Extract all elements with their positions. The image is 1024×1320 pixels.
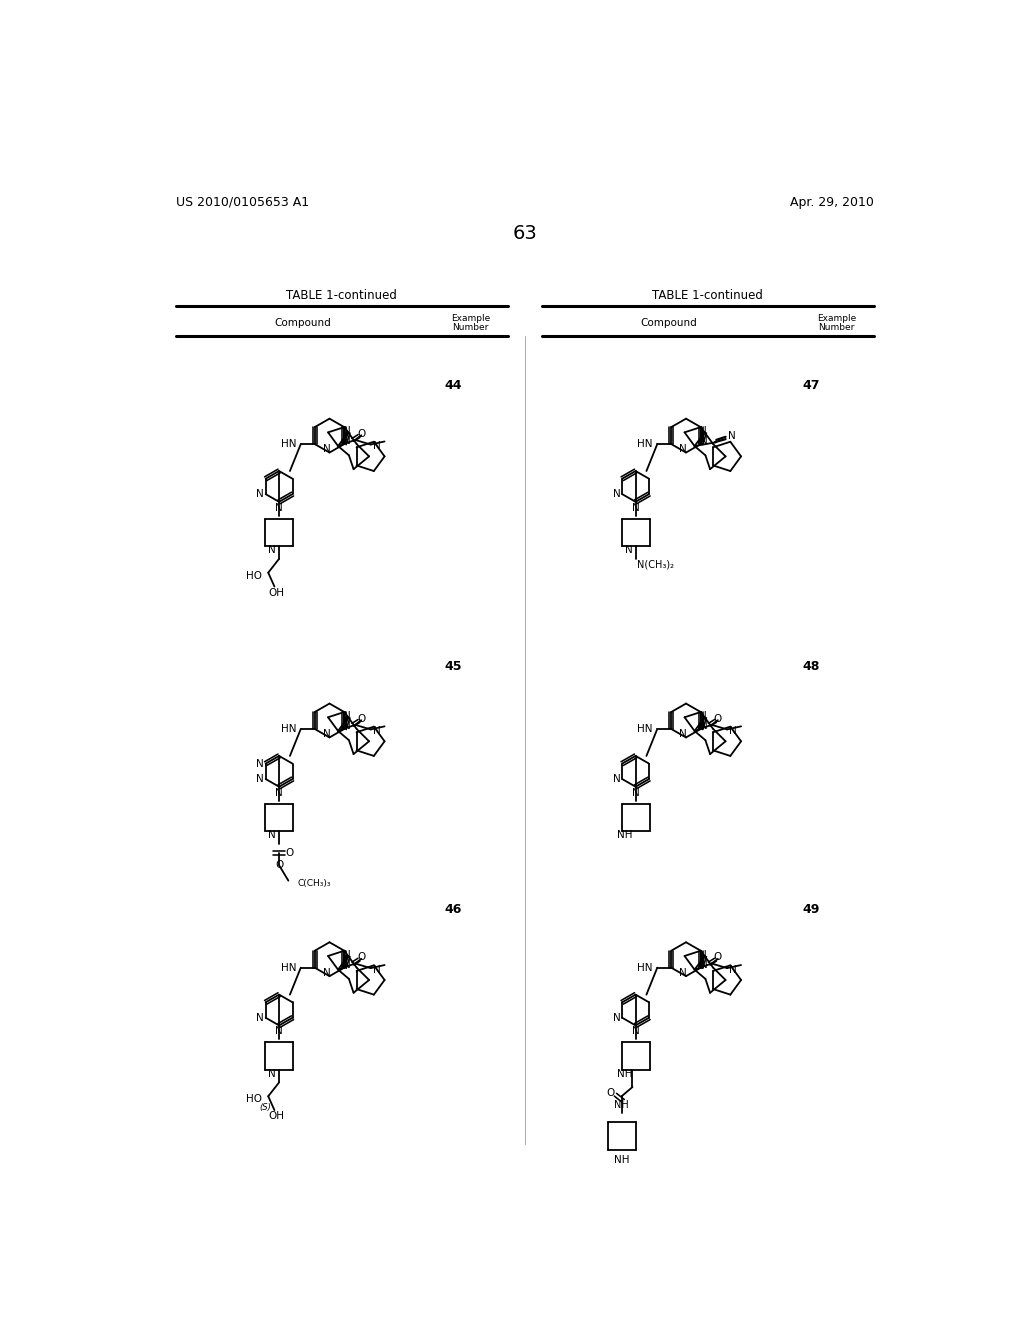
Text: HN: HN xyxy=(637,723,652,734)
Text: N: N xyxy=(373,965,381,974)
Text: NH: NH xyxy=(613,1155,630,1164)
Text: O: O xyxy=(714,952,722,962)
Text: N: N xyxy=(625,545,633,556)
Text: N: N xyxy=(323,445,331,454)
Text: N: N xyxy=(268,545,276,556)
Text: N: N xyxy=(343,426,350,436)
Text: TABLE 1-continued: TABLE 1-continued xyxy=(287,289,397,302)
Text: HN: HN xyxy=(637,962,652,973)
Text: NH: NH xyxy=(614,1100,629,1110)
Text: Number: Number xyxy=(818,323,855,333)
Text: NH: NH xyxy=(617,1069,633,1078)
Text: 47: 47 xyxy=(802,379,820,392)
Text: C(CH₃)₃: C(CH₃)₃ xyxy=(298,879,331,888)
Text: HN: HN xyxy=(637,440,652,449)
Text: N: N xyxy=(256,490,264,499)
Text: N: N xyxy=(268,830,276,841)
Text: OH: OH xyxy=(268,587,284,598)
Text: N: N xyxy=(343,721,351,731)
Text: N: N xyxy=(323,730,331,739)
Text: N: N xyxy=(728,432,735,441)
Text: HO: HO xyxy=(247,570,262,581)
Text: US 2010/0105653 A1: US 2010/0105653 A1 xyxy=(176,195,309,209)
Text: O: O xyxy=(606,1088,614,1098)
Text: N: N xyxy=(699,711,707,721)
Text: N: N xyxy=(729,965,737,974)
Text: N: N xyxy=(612,490,621,499)
Text: HO: HO xyxy=(247,1094,262,1105)
Text: N: N xyxy=(679,445,687,454)
Text: N: N xyxy=(256,774,264,784)
Text: N: N xyxy=(343,436,351,446)
Text: N: N xyxy=(268,1069,276,1078)
Text: N: N xyxy=(343,949,350,960)
Text: N: N xyxy=(343,960,351,970)
Text: N: N xyxy=(323,968,331,978)
Text: N: N xyxy=(256,1012,264,1023)
Text: N: N xyxy=(373,726,381,737)
Text: N: N xyxy=(632,503,639,512)
Text: N: N xyxy=(679,730,687,739)
Text: 45: 45 xyxy=(444,660,462,673)
Text: O: O xyxy=(286,847,294,858)
Text: N: N xyxy=(679,968,687,978)
Text: NH: NH xyxy=(617,830,633,841)
Text: N: N xyxy=(700,960,708,970)
Text: N: N xyxy=(275,503,283,512)
Text: HN: HN xyxy=(281,440,296,449)
Text: N: N xyxy=(256,759,264,768)
Text: N: N xyxy=(612,1012,621,1023)
Text: N: N xyxy=(275,788,283,797)
Text: 48: 48 xyxy=(802,660,819,673)
Text: O: O xyxy=(357,429,366,438)
Text: O: O xyxy=(275,859,284,870)
Text: O: O xyxy=(714,714,722,723)
Text: N: N xyxy=(699,949,707,960)
Text: HN: HN xyxy=(281,723,296,734)
Text: N(CH₃)₂: N(CH₃)₂ xyxy=(637,560,674,570)
Text: O: O xyxy=(357,714,366,723)
Text: N: N xyxy=(699,426,707,436)
Text: N: N xyxy=(343,711,350,721)
Text: Number: Number xyxy=(453,323,488,333)
Text: Example: Example xyxy=(817,314,856,323)
Text: N: N xyxy=(700,436,708,446)
Text: N: N xyxy=(632,1026,639,1036)
Text: Apr. 29, 2010: Apr. 29, 2010 xyxy=(790,195,873,209)
Text: N: N xyxy=(729,726,737,737)
Text: 44: 44 xyxy=(444,379,462,392)
Text: Example: Example xyxy=(451,314,490,323)
Text: N: N xyxy=(612,774,621,784)
Text: 46: 46 xyxy=(444,903,462,916)
Text: HN: HN xyxy=(281,962,296,973)
Text: TABLE 1-continued: TABLE 1-continued xyxy=(652,289,763,302)
Text: OH: OH xyxy=(268,1111,284,1121)
Text: Compound: Compound xyxy=(641,318,697,329)
Text: 63: 63 xyxy=(512,223,538,243)
Text: N: N xyxy=(373,441,381,451)
Text: N: N xyxy=(275,1026,283,1036)
Text: O: O xyxy=(357,952,366,962)
Text: 49: 49 xyxy=(802,903,819,916)
Text: Compound: Compound xyxy=(274,318,332,329)
Text: (S): (S) xyxy=(259,1102,271,1111)
Text: N: N xyxy=(700,721,708,731)
Text: N: N xyxy=(632,788,639,797)
